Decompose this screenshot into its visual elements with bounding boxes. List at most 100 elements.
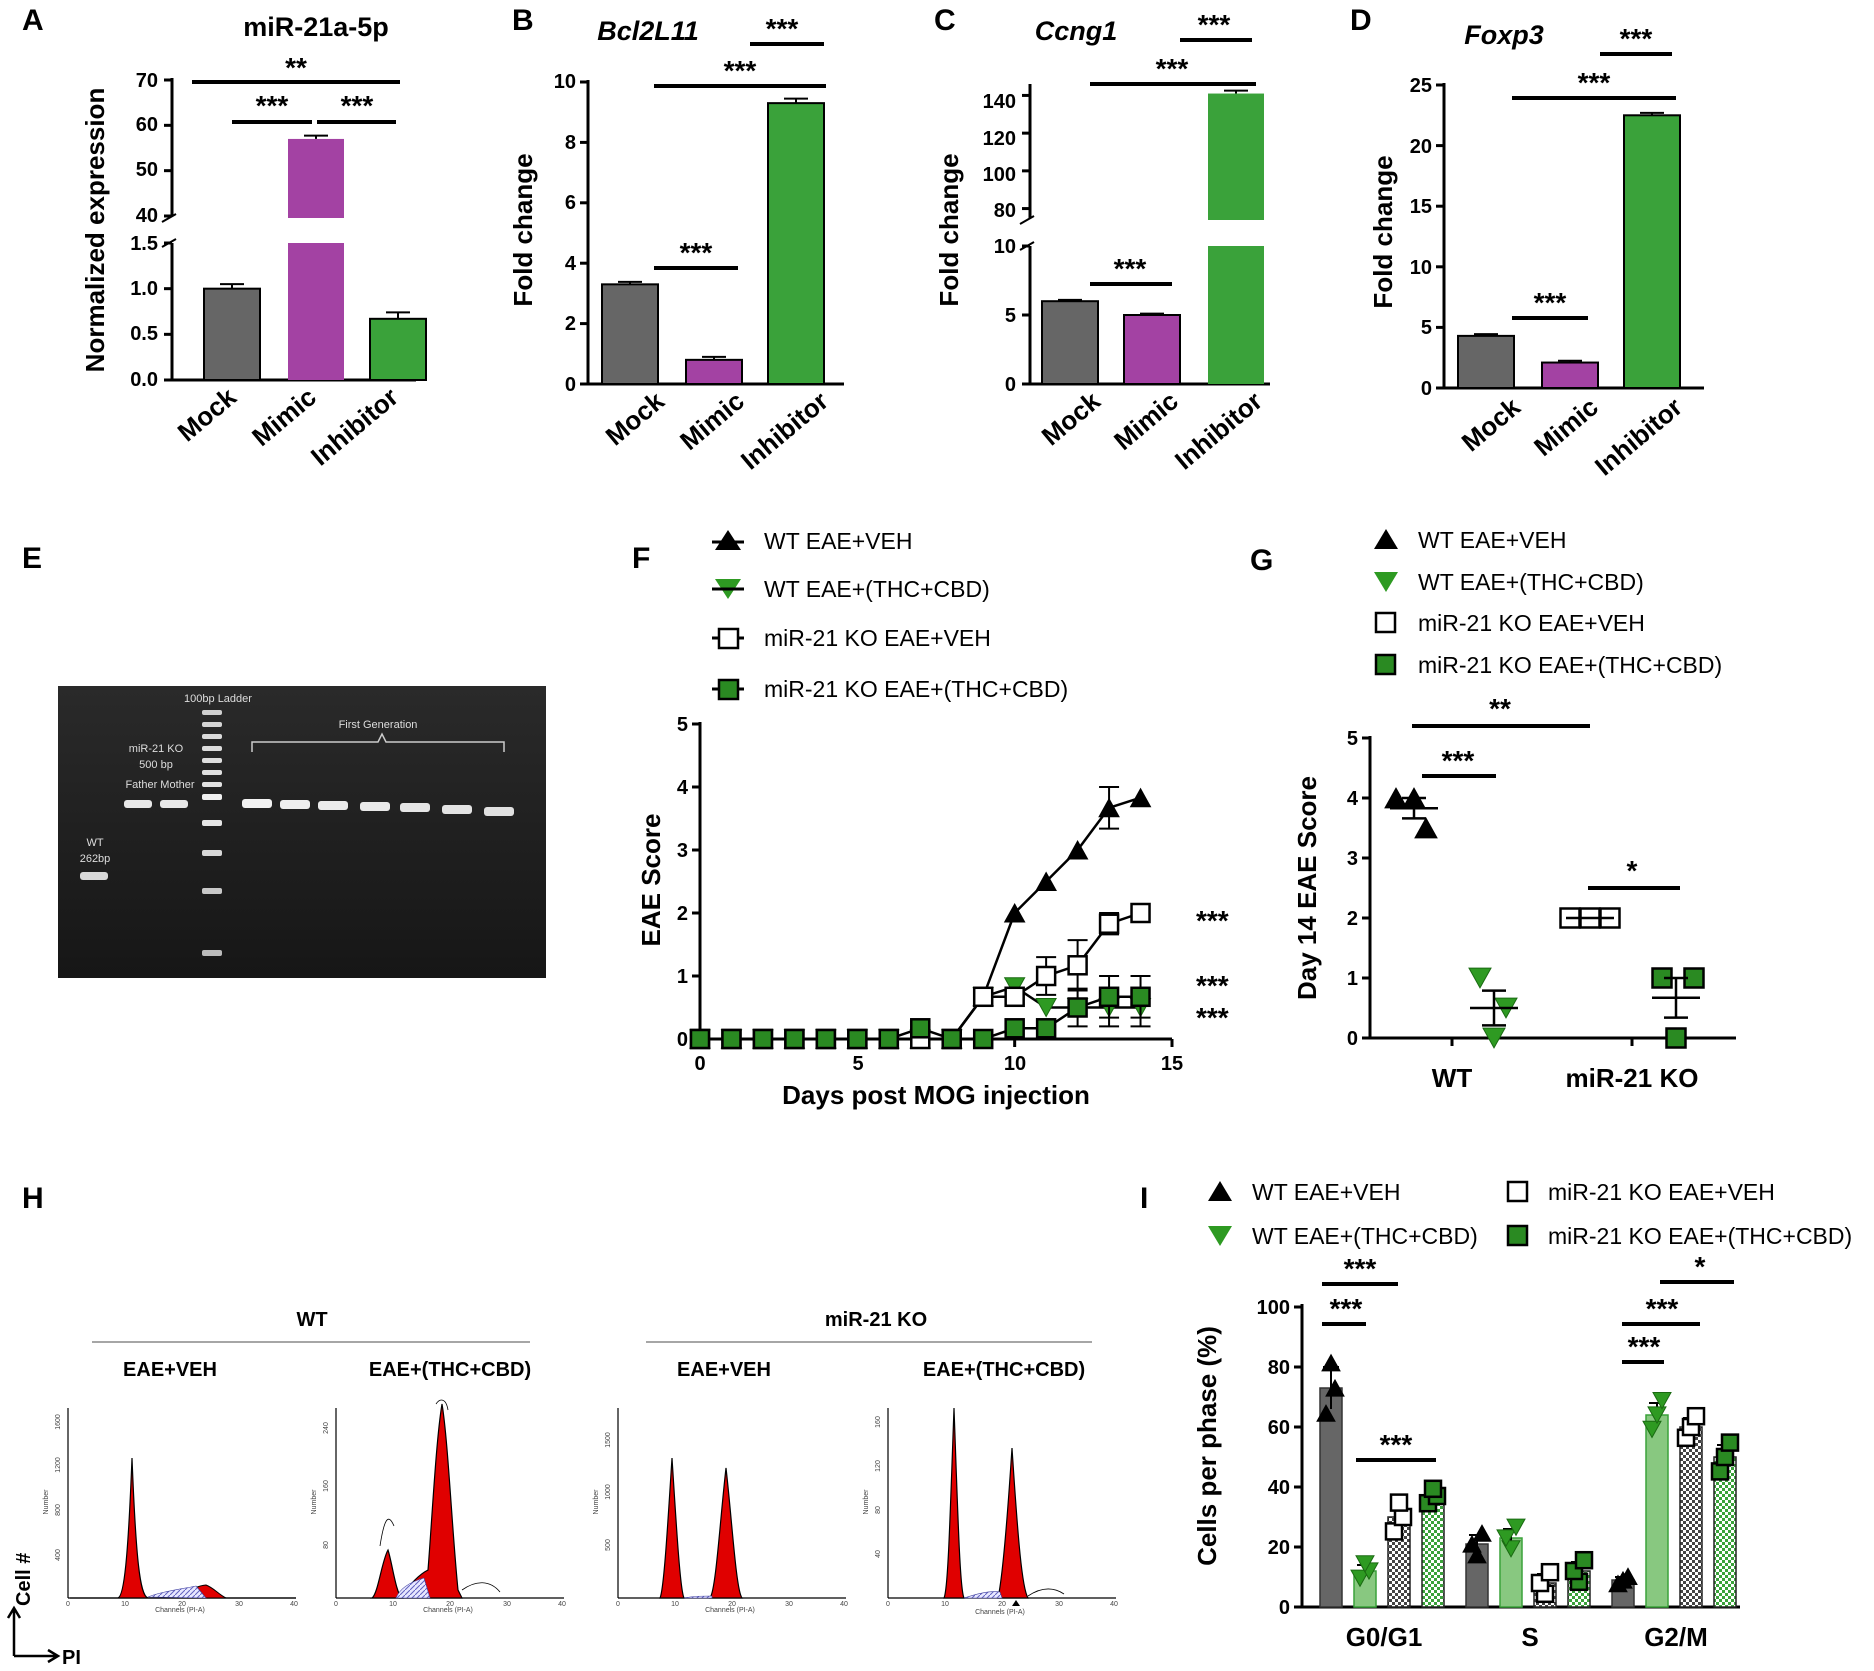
panel-f-legend: WT EAE+VEH WT EAE+(THC+CBD) miR-21 KO EA…	[712, 528, 1068, 702]
panel-f-xtick: 0	[694, 1053, 705, 1075]
flow-mini-xtick: 0	[66, 1601, 70, 1608]
data-point	[1686, 1406, 1706, 1426]
data-point	[878, 1028, 900, 1050]
flow-mini-ytick: 120	[875, 1460, 882, 1472]
flow-mini-xtick: 40	[558, 1601, 566, 1608]
data-point	[1414, 817, 1438, 839]
data-point	[1574, 1550, 1594, 1570]
flow-mini-ytick: 400	[55, 1549, 62, 1561]
panel-g-ytick: 4	[1347, 788, 1359, 810]
panel-d-xcat: Inhibitor	[1589, 392, 1688, 482]
flow-mini-xtick: 30	[1055, 1601, 1063, 1608]
data-point	[1316, 1404, 1336, 1422]
bar	[1679, 1426, 1703, 1608]
panel-a-title: miR-21a-5p	[243, 12, 389, 42]
flow-histogram-wt-veh: Number Channels (PI-A) 0 10 20 30 40 160…	[43, 1408, 298, 1614]
panel-a-ytick: 50	[136, 159, 158, 181]
panel-i-xcat: S	[1521, 1622, 1538, 1652]
panel-f-plot	[689, 722, 1174, 1050]
flow-mini-ytick: 500	[605, 1539, 612, 1551]
legend-marker-ko-veh	[1374, 611, 1397, 634]
bar	[1123, 314, 1181, 385]
legend-marker-wt-thc	[1208, 1226, 1232, 1246]
panel-c-sig: ***	[1198, 9, 1231, 40]
panel-i-ytick: 0	[1279, 1597, 1290, 1619]
data-point	[1472, 1524, 1492, 1542]
flow-mini-xtick: 0	[616, 1601, 620, 1608]
flow-mini-xtick: 20	[728, 1601, 736, 1608]
legend-marker-wt-thc	[1374, 572, 1398, 592]
flow-histogram-wt-thc: Number Channels (PI-A) 0 10 20 30 40 240…	[311, 1399, 566, 1614]
panel-a-ytick: 0.0	[130, 369, 158, 391]
legend-marker-wt-veh	[1374, 529, 1398, 549]
flow-condition: EAE+(THC+CBD)	[923, 1359, 1085, 1381]
flow-mini-ytick: 160	[875, 1416, 882, 1428]
data-point	[1482, 1027, 1506, 1049]
panel-b-ytick: 0	[565, 374, 576, 396]
panel-a-ytick: 40	[136, 205, 158, 227]
data-point	[1647, 1406, 1667, 1425]
panel-f-ylabel: EAE Score	[636, 814, 666, 947]
panel-f-sig: ***	[1196, 1002, 1229, 1033]
legend-marker-ko-veh	[717, 627, 740, 650]
data-point	[1321, 1353, 1341, 1372]
flow-mini-xlabel: Channels (PI-A)	[975, 1609, 1025, 1616]
legend-marker-wt-veh	[715, 530, 741, 550]
panel-b-sig: ***	[766, 13, 799, 44]
flow-mini-xtick: 30	[235, 1601, 243, 1608]
gel-ladder	[202, 710, 222, 956]
flow-condition: EAE+(THC+CBD)	[369, 1359, 531, 1381]
bar	[767, 102, 825, 385]
panel-b-ylabel: Fold change	[508, 153, 538, 306]
data-point	[784, 1028, 805, 1050]
flow-mini-xlabel: Channels (PI-A)	[705, 1607, 755, 1614]
panel-g-ytick: 2	[1347, 908, 1358, 930]
panel-f-ytick: 0	[677, 1029, 688, 1051]
panel-i-sig: ***	[1646, 1293, 1679, 1324]
panel-a: A miR-21a-5p Normalized expression 70 60…	[22, 4, 427, 471]
panel-h-label: H	[22, 1182, 44, 1215]
flow-histogram-ko-veh: Number Channels (PI-A) 0 10 20 30 40 150…	[593, 1408, 848, 1614]
panel-a-ylabel: Normalized expression	[80, 88, 110, 373]
panel-g-ytick: 5	[1347, 728, 1358, 750]
panel-b-xcat: Inhibitor	[735, 386, 834, 476]
panel-a-ytick: 0.5	[130, 323, 158, 345]
panel-f: F WT EAE+VEH WT EAE+(THC+CBD) miR-21 KO …	[632, 528, 1229, 1110]
flow-s-phase	[147, 1585, 207, 1599]
flow-y-axis-label: Cell #	[13, 1553, 35, 1606]
data-point	[1130, 986, 1151, 1008]
panel-d-sig: ***	[1620, 23, 1653, 54]
legend-label: miR-21 KO EAE+(THC+CBD)	[1418, 652, 1722, 678]
panel-i-label: I	[1140, 1182, 1148, 1215]
panel-i-ytick: 40	[1268, 1477, 1290, 1499]
legend-marker-ko-thc	[1374, 653, 1397, 676]
panel-d-ylabel: Fold change	[1368, 155, 1398, 308]
bar	[1645, 1414, 1669, 1608]
panel-d-xcat: Mock	[1456, 391, 1527, 457]
flow-mini-xtick: 10	[941, 1601, 949, 1608]
gel-bands	[80, 799, 514, 880]
gel-wt-label: WT	[86, 837, 103, 849]
legend-label: WT EAE+(THC+CBD)	[764, 576, 990, 602]
bar	[685, 358, 743, 385]
flow-peak	[70, 1457, 296, 1599]
data-point	[1423, 1479, 1443, 1499]
data-point	[1066, 839, 1089, 860]
panel-i-ytick: 100	[1257, 1297, 1290, 1319]
gel-ko-label: miR-21 KO	[129, 743, 184, 755]
flow-condition: EAE+VEH	[677, 1359, 771, 1381]
panel-b-ytick: 2	[565, 313, 576, 335]
gel-wt-size: 262bp	[80, 853, 111, 865]
flow-mini-ytick: 1500	[605, 1432, 612, 1448]
panel-i-sig: ***	[1344, 1253, 1377, 1284]
flow-peak	[997, 1447, 1030, 1599]
panel-d-ytick: 25	[1410, 75, 1432, 97]
data-point	[1035, 1018, 1057, 1039]
flow-mini-xtick: 30	[785, 1601, 793, 1608]
panel-g-ytick: 3	[1347, 848, 1358, 870]
bar-upper	[1208, 93, 1264, 220]
panel-a-sig: ***	[256, 90, 289, 121]
panel-c-ylabel: Fold change	[934, 153, 964, 306]
panel-d-xcat: Mimic	[1528, 392, 1604, 462]
flow-mini-ytick: 160	[323, 1480, 330, 1492]
